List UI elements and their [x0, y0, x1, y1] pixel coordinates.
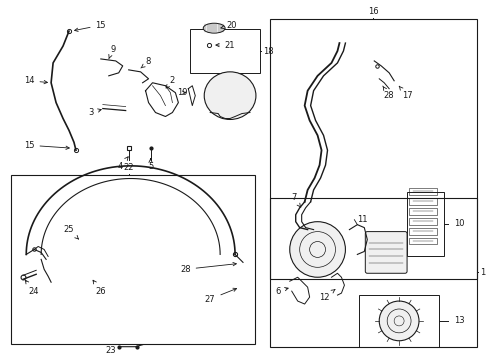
- Text: 1: 1: [479, 268, 485, 277]
- Bar: [408, 218, 436, 225]
- Text: 17: 17: [398, 86, 411, 100]
- Text: 7: 7: [290, 193, 300, 207]
- Bar: [190, 29, 260, 73]
- Text: 14: 14: [24, 76, 47, 85]
- Bar: [408, 238, 436, 244]
- Text: 8: 8: [141, 57, 151, 68]
- Bar: [359, 295, 438, 347]
- Bar: [406, 192, 443, 256]
- Circle shape: [379, 301, 418, 341]
- Text: 22: 22: [123, 163, 134, 172]
- Text: 28: 28: [382, 86, 394, 100]
- Text: 25: 25: [63, 225, 78, 239]
- Text: 18: 18: [263, 46, 273, 55]
- Bar: [408, 198, 436, 205]
- Text: 16: 16: [367, 7, 378, 16]
- Text: 5: 5: [147, 159, 153, 171]
- Text: 28: 28: [180, 262, 236, 274]
- Text: 12: 12: [319, 289, 334, 302]
- Text: 11: 11: [357, 215, 367, 224]
- Bar: [269, 19, 476, 279]
- Text: 24: 24: [25, 280, 39, 296]
- Text: 6: 6: [275, 287, 287, 296]
- Text: 10: 10: [453, 219, 463, 228]
- Text: 23: 23: [105, 346, 116, 355]
- Text: 4: 4: [118, 157, 128, 171]
- Text: 15: 15: [75, 21, 106, 31]
- Text: 15: 15: [24, 141, 69, 150]
- Text: 13: 13: [453, 316, 464, 325]
- Text: 21: 21: [216, 41, 235, 50]
- Text: 27: 27: [204, 288, 236, 303]
- Text: 20: 20: [221, 21, 237, 30]
- Text: 2: 2: [166, 76, 175, 88]
- Ellipse shape: [203, 23, 224, 33]
- Bar: [408, 188, 436, 195]
- Ellipse shape: [204, 72, 255, 120]
- Text: 19: 19: [177, 88, 187, 97]
- Bar: [408, 228, 436, 235]
- Bar: [408, 208, 436, 215]
- Text: 3: 3: [88, 108, 101, 117]
- Circle shape: [289, 222, 345, 277]
- FancyBboxPatch shape: [365, 231, 406, 273]
- Text: 26: 26: [93, 280, 106, 296]
- Text: 9: 9: [108, 45, 115, 59]
- Bar: [11, 175, 254, 344]
- Bar: [269, 198, 476, 347]
